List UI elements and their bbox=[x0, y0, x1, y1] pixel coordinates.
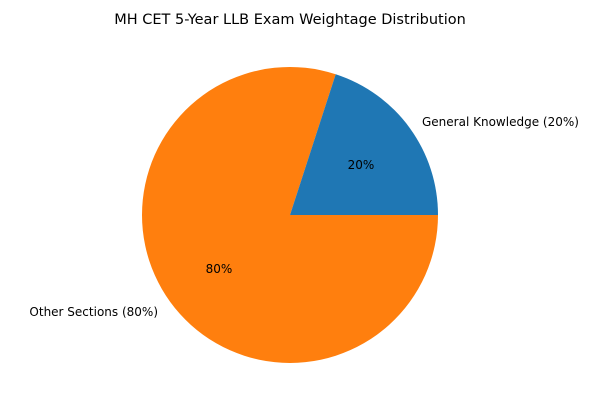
slice-label-general-knowledge: General Knowledge (20%) bbox=[422, 115, 579, 129]
pct-label-other-sections: 80% bbox=[206, 262, 233, 276]
chart-title: MH CET 5-Year LLB Exam Weightage Distrib… bbox=[114, 12, 466, 28]
slice-other-sections bbox=[142, 66, 438, 363]
pct-label-general-knowledge: 20% bbox=[348, 158, 375, 172]
slice-general-knowledge bbox=[290, 74, 438, 215]
slice-label-other-sections: Other Sections (80%) bbox=[29, 305, 158, 319]
